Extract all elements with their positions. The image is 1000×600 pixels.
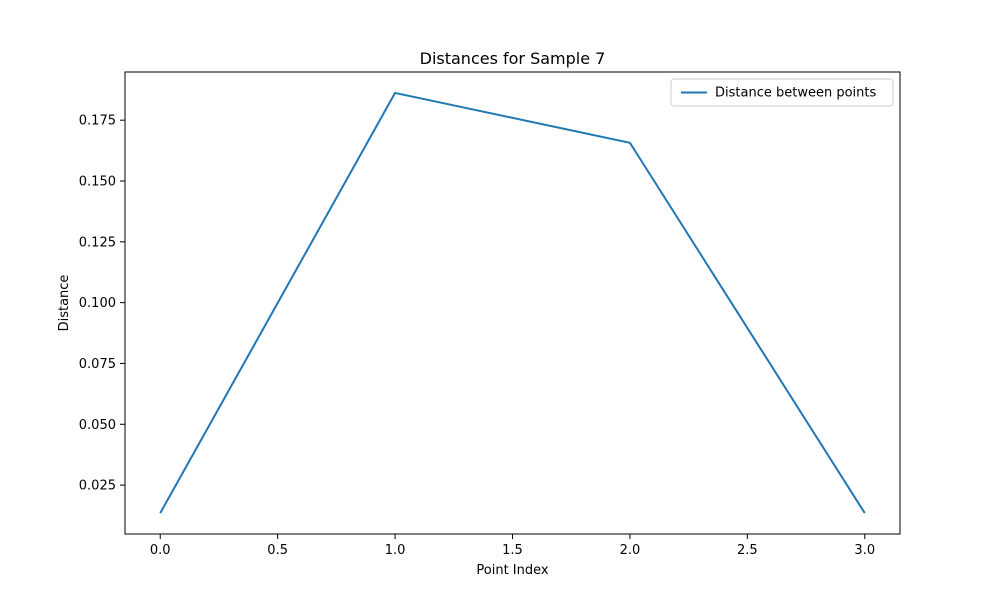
x-axis-ticks: 0.0 0.5 1.0 1.5 2.0 2.5 3.0: [150, 534, 875, 558]
x-axis-label: Point Index: [476, 563, 549, 578]
legend-entry-distance: Distance between points: [715, 86, 876, 101]
series-line-0: [159, 91, 866, 514]
y-tick-label: 0.025: [79, 479, 116, 494]
y-tick-label: 0.050: [79, 418, 116, 433]
legend-box: [670, 78, 894, 107]
series-layer: [159, 91, 866, 514]
y-tick-label: 0.175: [79, 114, 116, 129]
chart-title: Distances for Sample 7: [420, 49, 606, 68]
x-tick-label: 2.0: [620, 543, 641, 558]
x-tick-label: 3.0: [854, 543, 875, 558]
y-tick-label: 0.075: [79, 357, 116, 372]
plot-frame: [124, 71, 901, 535]
legend: Distance between points: [670, 78, 894, 107]
y-tick-label: 0.125: [79, 235, 116, 250]
x-tick-label: 1.0: [385, 543, 406, 558]
y-tick-label: 0.150: [79, 174, 116, 189]
x-tick-label: 0.0: [150, 543, 171, 558]
y-axis-ticks: 0.025 0.050 0.075 0.100 0.125 0.150 0.175: [79, 114, 125, 494]
x-tick-label: 0.5: [267, 543, 288, 558]
y-tick-label: 0.100: [79, 296, 116, 311]
x-tick-label: 2.5: [737, 543, 758, 558]
y-axis-label: Distance: [57, 275, 72, 332]
plot-area: 0.0 0.5 1.0 1.5 2.0 2.5 3.0 0.025 0.050 0.075 0.1…: [79, 71, 901, 558]
x-tick-label: 1.5: [502, 543, 523, 558]
